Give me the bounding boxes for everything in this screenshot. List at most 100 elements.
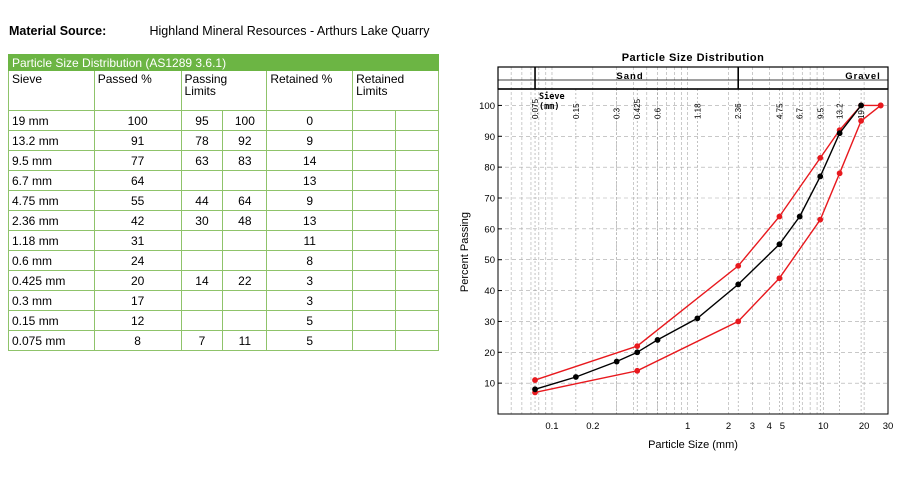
y-tick-label: 90	[484, 132, 495, 143]
cell-retained: 5	[266, 330, 354, 351]
cell-passing-limit-low: 63	[180, 150, 224, 171]
table-row: 19 mm 100 95 100 0	[8, 110, 439, 131]
sieve-header-unit: (mm)	[539, 102, 559, 112]
y-tick-label: 70	[484, 194, 495, 205]
y-axis-label: Percent Passing	[459, 212, 471, 292]
x-tick-label: 10	[818, 421, 829, 432]
x-tick-label: 20	[859, 421, 870, 432]
data-point	[817, 173, 824, 180]
data-point	[654, 337, 661, 343]
cell-sieve: 19 mm	[8, 110, 95, 131]
series-line-2	[534, 104, 882, 394]
data-point	[634, 367, 641, 374]
col-passing-limits-label: Passing Limits	[184, 72, 228, 98]
material-source-value: Highland Mineral Resources - Arthurs Lak…	[149, 24, 430, 38]
psd-table: Particle Size Distribution (AS1289 3.6.1…	[8, 54, 439, 351]
data-point	[735, 281, 742, 288]
y-tick-label: 40	[484, 286, 495, 297]
sieve-label: 4.75	[775, 103, 784, 119]
table-title: Particle Size Distribution (AS1289 3.6.1…	[8, 54, 439, 71]
data-point	[694, 315, 701, 322]
cell-sieve: 1.18 mm	[8, 230, 95, 251]
data-point	[877, 102, 884, 109]
table-row: 0.3 mm 17 3	[8, 290, 439, 311]
y-tick-label: 60	[484, 224, 495, 235]
zone-label-gravel: Gravel	[845, 71, 881, 82]
series-line-1	[534, 104, 881, 381]
sieve-label: 0.15	[572, 103, 581, 119]
cell-retained-limit-high	[395, 330, 439, 351]
zone-label-sand: Sand	[616, 71, 643, 82]
sieve-label: 0.425	[633, 98, 642, 119]
sieve-label: 2.36	[734, 103, 743, 119]
sieve-label: 9.5	[816, 107, 825, 119]
sieve-label: 0.075	[531, 98, 540, 119]
data-point	[776, 213, 783, 220]
data-point	[634, 349, 641, 356]
data-point	[776, 275, 783, 282]
x-axis-label: Particle Size (mm)	[648, 439, 738, 451]
x-tick-label: 30	[883, 421, 894, 432]
x-tick-label: 4	[767, 421, 772, 432]
cell-sieve: 0.6 mm	[8, 250, 95, 271]
cell-passing-limit-low: 7	[180, 330, 224, 351]
sieve-label: 13.2	[836, 103, 845, 119]
data-point	[858, 117, 864, 124]
chart-title: Particle Size Distribution	[622, 52, 765, 64]
sieve-label: 6.7	[796, 107, 805, 119]
table-row: 2.36 mm 42 30 48 13	[8, 210, 439, 231]
data-point	[532, 377, 538, 383]
data-point	[836, 170, 843, 177]
x-tick-label: 2	[726, 421, 731, 432]
y-tick-label: 100	[479, 101, 495, 112]
x-tick-label: 0.2	[586, 421, 599, 432]
col-passing-limits: Passing Limits	[180, 70, 268, 111]
y-tick-label: 30	[484, 317, 495, 328]
sieve-label: 0.3	[613, 107, 622, 119]
cell-passing-limit-high: 100	[222, 110, 268, 131]
table-body: 19 mm 100 95 100 0 13.2 mm 91 78 92 9 9.5 mm 77 63 83…	[8, 110, 439, 351]
data-point	[836, 130, 843, 137]
sieve-header: Sieve	[539, 91, 565, 102]
cell-sieve: 9.5 mm	[8, 150, 95, 171]
x-tick-label: 5	[780, 421, 785, 432]
material-source: Material Source: Highland Mineral Resour…	[9, 24, 429, 38]
col-retained-limits: Retained Limits	[352, 70, 439, 111]
x-tick-label: 1	[685, 421, 690, 432]
data-point	[796, 213, 803, 220]
table-row: 4.75 mm 55 44 64 9	[8, 190, 439, 211]
data-point	[613, 358, 620, 365]
cell-passing-limit-high: 11	[222, 330, 268, 351]
cell-passed: 8	[93, 330, 182, 351]
table-row: 0.075 mm 8 7 11 5	[8, 330, 439, 351]
data-point	[817, 216, 824, 223]
cell-sieve: 0.425 mm	[8, 270, 95, 291]
sieve-label: 0.6	[654, 107, 663, 119]
data-point	[634, 343, 641, 350]
material-source-label: Material Source:	[9, 24, 107, 38]
cell-sieve: 4.75 mm	[8, 190, 95, 211]
col-retained-limits-label: Retained Limits	[356, 72, 405, 98]
y-tick-label: 10	[484, 379, 495, 390]
data-point	[532, 386, 538, 393]
data-point	[572, 374, 579, 380]
cell-passing-limit-low: 95	[180, 110, 224, 131]
x-tick-label: 0.1	[545, 421, 558, 432]
zone-header-box	[497, 66, 889, 90]
data-point	[735, 318, 742, 325]
y-tick-label: 50	[484, 255, 495, 266]
data-point	[735, 262, 742, 269]
data-point	[817, 154, 824, 161]
x-tick-label: 3	[750, 421, 755, 432]
plot-area	[497, 88, 889, 415]
table-row: 1.18 mm 31 11	[8, 230, 439, 251]
y-tick-label: 20	[484, 348, 495, 359]
y-tick-label: 80	[484, 163, 495, 174]
series-line-0	[534, 104, 862, 390]
sieve-label: 19	[857, 110, 866, 119]
cell-passed: 42	[93, 210, 182, 231]
table-row: 13.2 mm 91 78 92 9	[8, 130, 439, 151]
table-row: 0.425 mm 20 14 22 3	[8, 270, 439, 291]
cell-sieve: 0.075 mm	[8, 330, 95, 351]
